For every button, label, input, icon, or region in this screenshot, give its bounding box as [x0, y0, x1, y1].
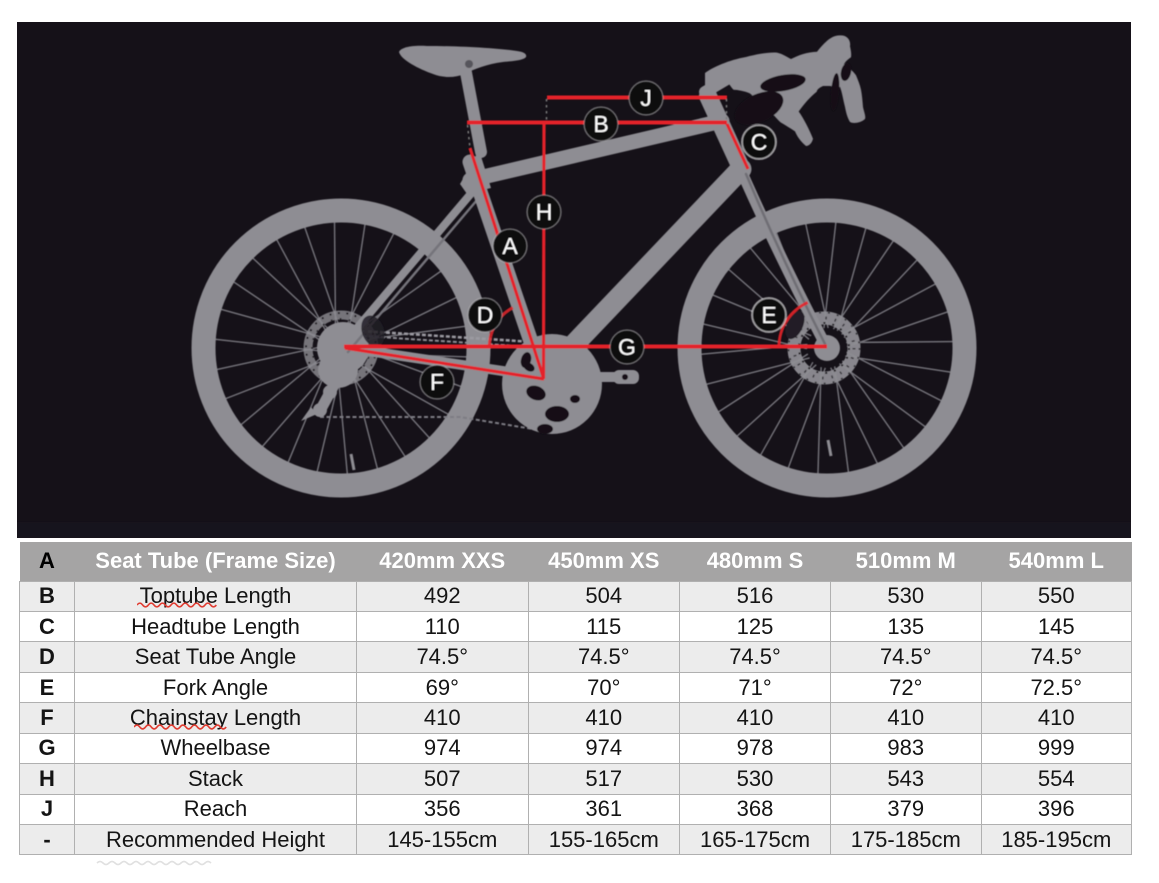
- svg-text:D: D: [477, 302, 494, 328]
- svg-text:A: A: [502, 233, 518, 259]
- svg-text:F: F: [430, 369, 444, 395]
- svg-text:H: H: [536, 199, 553, 225]
- svg-text:E: E: [761, 302, 776, 328]
- svg-text:B: B: [593, 111, 608, 137]
- svg-text:G: G: [618, 334, 636, 360]
- svg-text:C: C: [751, 129, 768, 155]
- svg-text:J: J: [640, 85, 652, 111]
